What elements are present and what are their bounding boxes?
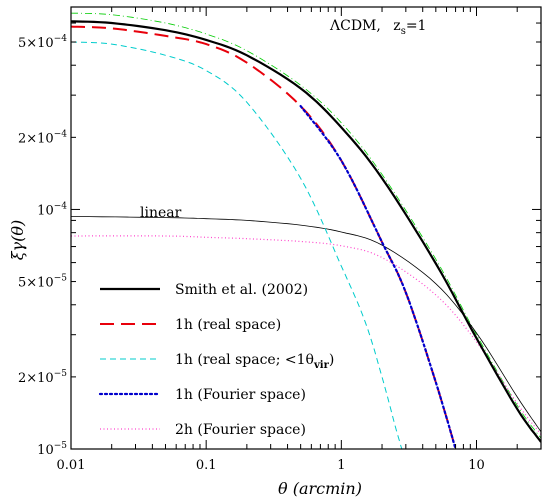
legend-label: 2h (Fourier space)	[175, 422, 306, 438]
legend-label: 1h (real space)	[175, 317, 281, 333]
y-tick-label: 2×10−4	[18, 129, 67, 146]
y-tick-label: 5×10−4	[18, 34, 67, 51]
y-tick-label: 5×10−5	[18, 274, 67, 291]
legend-label: Smith et al. (2002)	[175, 282, 308, 298]
x-tick-label: 10	[468, 458, 485, 473]
series-line-fine-dotted	[71, 235, 541, 435]
series-line-thin-dash-dot	[71, 12, 541, 439]
y-tick-label: 10−4	[37, 201, 67, 218]
axis-ticks	[70, 6, 542, 450]
series-line-dotted	[299, 105, 457, 449]
x-tick-label: 0.1	[196, 458, 217, 473]
x-axis-label: θ (arcmin)	[278, 479, 362, 498]
y-tick-label: 10−5	[37, 441, 67, 458]
series-line-long-dash	[71, 25, 457, 449]
legend: Smith et al. (2002) 1h (real space) 1h (re…	[98, 282, 334, 438]
y-tick-label: 2×10−5	[18, 369, 67, 386]
series-line-solid-thin	[71, 216, 541, 433]
tick-labels: 0.01 0.1 1 10 10−5 2×10−5 5×10−5 10−4 2×10−4 5×10…	[18, 34, 485, 473]
series-layer	[71, 12, 541, 449]
linear-curve-label: linear	[140, 205, 182, 221]
legend-label: 1h (real space; <1θvir)	[175, 352, 334, 371]
series-line-dash-dot	[71, 41, 403, 449]
x-tick-label: 0.01	[57, 458, 86, 473]
series-line-solid-thick	[71, 20, 541, 443]
plot-frame	[70, 6, 542, 450]
svg-text:ξγ(θ): ξγ(θ)	[8, 220, 27, 261]
legend-label: 1h (Fourier space)	[175, 387, 306, 403]
y-axis-label: ξγ(θ)	[8, 220, 27, 261]
cosmology-annotation: ΛCDM, zs=1	[329, 18, 426, 37]
x-tick-label: 1	[337, 458, 345, 473]
